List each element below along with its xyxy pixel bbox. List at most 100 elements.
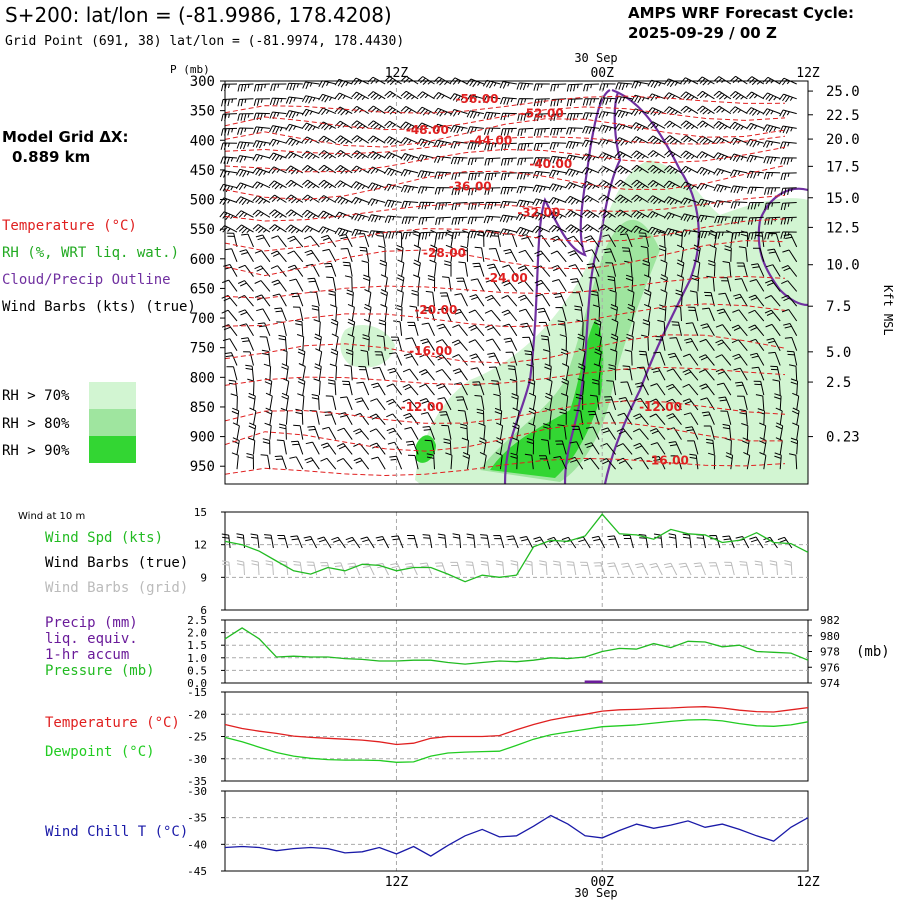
cross-section-wind-barb [400,121,419,131]
cross-section-wind-barb [449,93,468,102]
cross-section-wind-barb [743,451,751,470]
cross-section-wind-barb [763,171,781,180]
panel-tick-label: 9 [200,571,207,584]
cross-section-wind-barb [550,98,567,107]
surface-wind-barb-true [668,533,678,549]
time-tick-label-top: 12Z [796,66,820,81]
cross-section-wind-barb [484,309,501,322]
cross-section-wind-barb [647,226,666,236]
cross-section-wind-barb [231,407,240,425]
cross-section-wind-barb [462,230,470,247]
cross-section-wind-barb [409,305,419,322]
temperature-line [224,706,809,746]
cross-section-wind-barb [544,363,552,381]
cross-section-wind-barb [334,135,353,145]
cross-section-wind-barb [272,293,287,307]
cross-section-wind-barb [599,83,616,91]
cross-section-wind-barb [660,274,668,292]
cross-section-wind-barb [396,244,404,262]
cross-section-wind-barb [731,339,748,352]
panel-tick-label: 974 [820,677,840,690]
cross-section-wind-barb [510,452,518,470]
cross-section-wind-barb [633,397,649,411]
cross-section-wind-barb [729,106,748,115]
cross-section-wind-barb [318,121,337,131]
cross-section-wind-barb [680,91,699,101]
cross-section-wind-barb [642,259,650,277]
surface-wind-barb-true [345,536,361,549]
cross-section-wind-barb [318,179,337,189]
cross-section-wind-barb [583,457,600,470]
cross-section-wind-barb [616,443,633,455]
cycle-title: AMPS WRF Forecast Cycle: [628,4,854,22]
time-tick-label-top: 00Z [590,66,614,81]
cross-section-wind-barb [443,438,452,455]
panel-tick-label: 2.0 [187,627,207,640]
cross-section-wind-barb [783,233,798,248]
cross-section-wind-barb [417,106,435,116]
cross-section-wind-barb [647,135,666,145]
kft-tick-label: 7.5 [826,299,851,315]
cross-section-wind-barb [441,424,452,440]
cross-section-wind-barb [567,250,584,263]
cross-section-wind-barb [598,138,616,146]
legend-rh: RH (%, WRT liq. wat.) [2,245,179,261]
cross-section-wind-barb [593,363,601,381]
cross-section-wind-barb [485,338,501,351]
cross-section-wind-barb [561,377,569,396]
cross-section-wind-barb [577,333,585,351]
surface-wind-barb-true [591,535,606,549]
cross-section-wind-barb [237,127,254,135]
cross-section-wind-barb [380,274,388,292]
cross-section-wind-barb [737,395,748,411]
cross-section-wind-barb [276,439,287,455]
cross-section-wind-barb [493,393,501,410]
cross-section-wind-barb [295,320,304,336]
cross-section-wind-barb [647,195,666,205]
cross-section-wind-barb [302,81,320,90]
cross-section-wind-barb [303,235,320,248]
cross-section-wind-barb [287,235,304,248]
cross-section-wind-barb [263,363,272,381]
cross-section-wind-barb [630,108,649,116]
cross-section-wind-barb [449,109,468,117]
cross-section-wind-barb [466,110,484,119]
cross-section-wind-barb [433,107,452,117]
surface-wind-barb-true [749,536,764,549]
cross-section-wind-barb [396,274,405,292]
cross-section-wind-barb [532,225,551,234]
cross-section-wind-barb [483,229,501,238]
cross-section-wind-barb [252,181,271,189]
cross-section-wind-barb [479,451,487,470]
cross-section-wind-barb [476,408,485,425]
cross-section-wind-barb [522,336,534,351]
cross-section-wind-barb [269,97,287,106]
cross-section-wind-barb [290,292,304,307]
cross-section-wind-barb [386,413,402,426]
cross-section-wind-barb [254,294,271,307]
cross-section-wind-barb [401,200,419,209]
cross-section-wind-barb [427,275,436,292]
pressure-tick-label: 950 [190,459,215,475]
cross-section-wind-barb [435,368,452,381]
cross-section-wind-barb [545,377,553,396]
wind-chill-line [224,814,809,857]
cross-section-wind-barb [631,225,649,234]
cross-section-wind-barb [749,279,765,292]
cross-section-wind-barb [507,365,518,381]
cross-section-wind-barb [330,318,339,336]
cross-section-wind-barb [790,437,799,455]
cross-section-wind-barb [746,107,765,116]
cross-section-wind-barb [362,274,371,292]
cross-section-wind-barb [353,412,370,425]
cross-section-wind-barb [680,105,699,115]
cross-section-wind-barb [585,249,600,263]
cross-section-wind-barb [663,228,682,237]
cross-section-wind-barb [566,98,583,107]
cross-section-wind-barb [367,135,386,144]
surface-wind-barb-grid [495,560,505,576]
cross-section-wind-barb [367,182,386,191]
surface-wind-barb-true [493,535,505,549]
cross-section-wind-barb [269,224,287,233]
cross-section-wind-barb [566,83,583,92]
